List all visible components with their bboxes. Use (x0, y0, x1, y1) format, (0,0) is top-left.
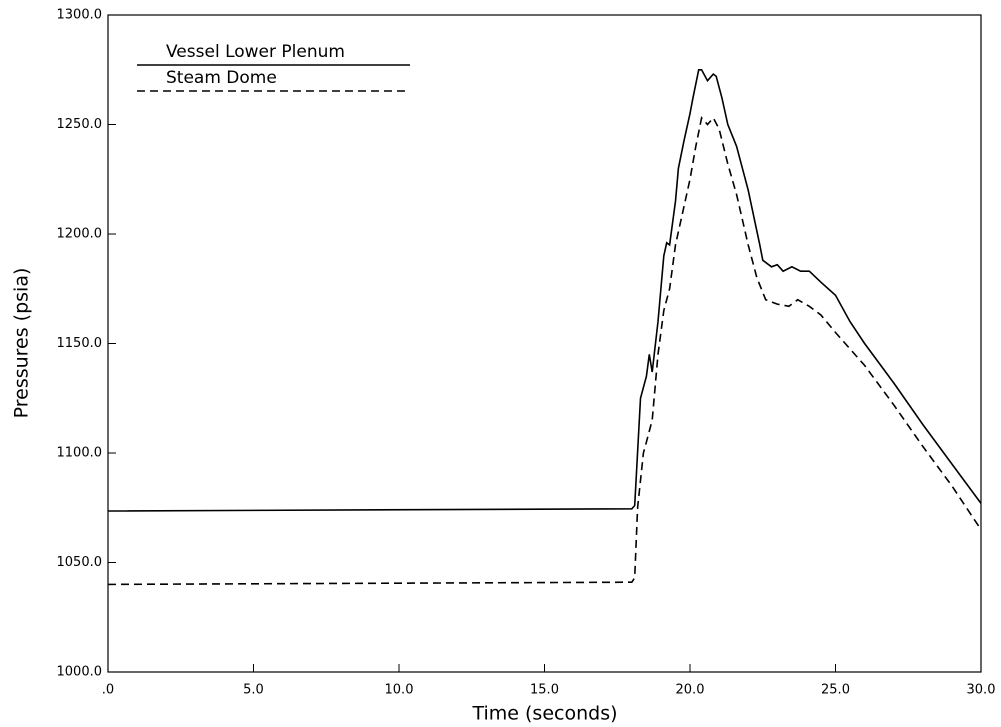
series-line (107, 69, 982, 512)
x-tick-label: 25.0 (821, 683, 850, 698)
y-tick-label: 1250.0 (57, 117, 103, 132)
y-tick-label: 1300.0 (57, 8, 103, 23)
y-tick-label: 1100.0 (57, 446, 103, 461)
x-tick-label: 15.0 (530, 683, 559, 698)
x-tick-label: .0 (102, 683, 114, 698)
y-tick-label: 1000.0 (57, 665, 103, 680)
series-line (107, 116, 982, 586)
y-tick-label: 1150.0 (57, 336, 103, 351)
plot-frame (107, 14, 982, 673)
y-tick-label: 1200.0 (57, 227, 103, 242)
x-axis-label: Time (seconds) (471, 703, 617, 725)
x-tick-label: 30.0 (967, 683, 996, 698)
legend-label: Steam Dome (166, 68, 277, 88)
y-tick-label: 1050.0 (57, 555, 103, 570)
x-tick-label: 20.0 (676, 683, 705, 698)
legend-label: Vessel Lower Plenum (166, 42, 345, 62)
x-tick-label: 5.0 (243, 683, 264, 698)
y-axis-label: Pressures (psia) (11, 268, 33, 419)
x-tick-label: 10.0 (385, 683, 414, 698)
